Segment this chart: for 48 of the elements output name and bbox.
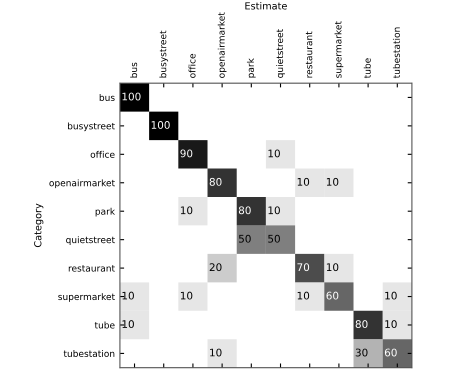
data-label: 30 — [356, 348, 368, 356]
x-tick-label: busystreet — [159, 30, 168, 78]
data-label: 60 — [326, 292, 338, 300]
y-tick-label: openairmarket — [49, 179, 115, 188]
y-tick-label: quietstreet — [66, 236, 115, 245]
x-tick-label: tubestation — [392, 27, 400, 78]
data-label: 80 — [356, 320, 368, 328]
data-label: 70 — [297, 263, 310, 272]
y-tick-label: restaurant — [68, 265, 115, 272]
x-axis-title: Estimate — [245, 2, 287, 10]
y-tick-label: bus — [100, 94, 115, 101]
x-tick-label: park — [246, 58, 256, 78]
data-label: 10 — [385, 320, 397, 328]
data-label: 10 — [180, 292, 192, 300]
y-axis-title: Category — [34, 204, 44, 248]
y-tick-label: park — [96, 208, 116, 217]
data-label: 20 — [210, 263, 222, 272]
data-label: 10 — [298, 292, 310, 300]
data-label: 80 — [210, 178, 222, 186]
y-tick-label: office — [90, 150, 115, 158]
data-label: 10 — [326, 178, 338, 186]
data-label: 10 — [122, 292, 134, 300]
data-label: 100 — [122, 92, 141, 100]
x-tick-label: quietstreet — [276, 29, 285, 78]
x-tick-label: openairmarket — [218, 12, 226, 78]
data-label: 90 — [180, 149, 192, 158]
x-tick-label: restaurant — [306, 31, 312, 78]
data-label: 10 — [180, 206, 192, 214]
data-label: 10 — [210, 348, 222, 356]
data-label: 10 — [385, 292, 397, 300]
x-tick-label: bus — [130, 62, 138, 78]
y-tick-label: tube — [94, 322, 115, 329]
data-label: 60 — [384, 348, 397, 356]
data-label: 10 — [268, 206, 280, 214]
x-tick-label: tube — [364, 58, 371, 78]
data-label: 10 — [326, 263, 338, 272]
data-label: 100 — [152, 121, 170, 129]
y-tick-label: busystreet — [68, 122, 115, 132]
x-tick-label: supermarket — [334, 21, 344, 78]
y-tick-label: supermarket — [58, 293, 115, 302]
data-label: 10 — [122, 320, 134, 328]
data-label: 50 — [238, 234, 251, 243]
x-tick-label: office — [188, 54, 196, 78]
data-label: 10 — [268, 149, 280, 158]
y-tick-label: tubestation — [64, 350, 114, 357]
data-label: 10 — [298, 178, 310, 186]
data-label: 80 — [238, 206, 251, 214]
data-label: 50 — [268, 234, 280, 243]
